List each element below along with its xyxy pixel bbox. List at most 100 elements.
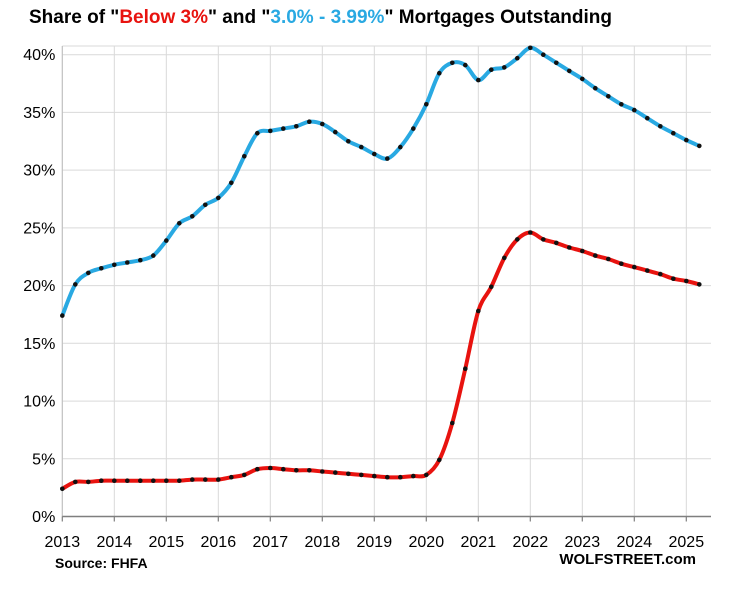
data-point-marker-red <box>541 237 546 242</box>
data-point-marker-blue <box>164 238 169 243</box>
data-point-marker-red <box>86 479 91 485</box>
data-point-marker-blue <box>281 126 286 131</box>
data-point-marker-red <box>333 470 338 475</box>
data-point-marker-blue <box>684 137 689 143</box>
data-point-marker-red <box>580 248 585 254</box>
data-point-marker-red <box>242 472 247 478</box>
y-axis-tick-label: 35% <box>23 105 55 122</box>
chart-title-blue-series-label: 3.0% - 3.99% <box>270 7 385 28</box>
data-point-marker-red <box>203 477 208 482</box>
x-axis-tick-label: 2025 <box>669 534 705 551</box>
data-point-marker-red <box>112 478 117 484</box>
data-point-marker-red <box>619 261 624 267</box>
data-point-marker-red <box>632 264 637 270</box>
data-point-marker-red <box>671 276 676 282</box>
data-point-marker-red <box>216 477 221 482</box>
chart-title: Share of "Below 3%" and "3.0% - 3.99%" M… <box>29 7 612 29</box>
data-point-marker-blue <box>541 52 546 57</box>
x-axis-tick-label: 2017 <box>253 534 289 551</box>
data-point-marker-red <box>138 478 143 484</box>
data-point-marker-blue <box>333 129 338 135</box>
data-point-marker-blue <box>359 144 364 150</box>
y-axis-tick-label: 10% <box>23 394 55 411</box>
data-point-marker-blue <box>385 156 390 161</box>
data-point-marker-red <box>515 237 520 242</box>
data-point-marker-blue <box>151 253 156 258</box>
y-axis-tick-label: 5% <box>32 451 55 468</box>
data-point-marker-red <box>385 474 390 480</box>
x-axis-tick-label: 2019 <box>357 534 393 551</box>
data-point-marker-blue <box>489 67 494 72</box>
data-point-marker-red <box>411 473 416 479</box>
data-point-marker-blue <box>242 154 247 159</box>
data-point-marker-red <box>372 473 377 479</box>
data-point-marker-blue <box>528 45 533 51</box>
data-point-marker-red <box>554 240 559 246</box>
data-point-marker-blue <box>138 257 143 263</box>
data-point-marker-red <box>450 420 455 426</box>
data-point-marker-red <box>476 308 481 314</box>
watermark: WOLFSTREET.com <box>559 551 696 568</box>
data-point-marker-blue <box>450 60 455 66</box>
data-point-marker-red <box>398 474 403 480</box>
data-point-marker-blue <box>645 115 650 121</box>
data-point-marker-blue <box>463 62 468 68</box>
data-point-marker-red <box>593 253 598 258</box>
data-point-marker-blue <box>203 202 208 208</box>
data-point-marker-blue <box>372 151 377 157</box>
y-axis-tick-label: 0% <box>32 509 55 526</box>
data-point-marker-red <box>320 469 325 474</box>
data-point-marker-blue <box>216 195 221 201</box>
data-point-marker-red <box>177 478 182 484</box>
data-point-marker-blue <box>671 130 676 136</box>
y-axis-tick-label: 30% <box>23 163 55 180</box>
chart-title-red-series-label: Below 3% <box>119 7 209 28</box>
y-axis-tick-label: 25% <box>23 220 55 237</box>
data-point-marker-red <box>463 366 468 372</box>
data-point-marker-blue <box>254 130 260 136</box>
data-point-marker-red <box>268 465 273 471</box>
data-point-marker-red <box>164 478 169 484</box>
series-line-blue <box>60 45 701 317</box>
data-point-marker-blue <box>658 124 663 129</box>
data-point-marker-blue <box>619 102 624 107</box>
data-point-marker-blue <box>411 126 416 131</box>
x-axis-tick-label: 2024 <box>617 534 653 551</box>
x-axis-tick-label: 2022 <box>513 534 549 551</box>
data-point-marker-blue <box>112 262 117 268</box>
data-point-marker-blue <box>86 270 91 276</box>
data-point-marker-red <box>567 245 572 250</box>
data-point-marker-blue <box>320 121 325 127</box>
chart-title-part1: Share of " <box>29 7 120 28</box>
data-point-marker-red <box>437 457 442 463</box>
series-line-red <box>61 230 700 491</box>
data-point-marker-blue <box>554 60 559 66</box>
x-axis-tick-label: 2016 <box>201 534 237 551</box>
data-point-marker-blue <box>632 107 637 113</box>
data-point-marker-red <box>684 278 689 284</box>
data-point-marker-blue <box>190 214 195 219</box>
data-point-marker-red <box>645 268 650 273</box>
data-point-marker-red <box>359 472 364 478</box>
data-point-marker-blue <box>229 180 234 186</box>
data-point-marker-blue <box>606 94 611 99</box>
data-point-marker-red <box>489 284 494 290</box>
data-point-marker-red <box>658 271 663 277</box>
data-point-marker-red <box>99 478 104 484</box>
data-point-marker-blue <box>437 70 442 76</box>
data-point-marker-red <box>502 255 507 261</box>
data-point-marker-blue <box>580 76 585 82</box>
data-point-marker-blue <box>476 77 481 83</box>
data-point-marker-blue <box>398 144 403 150</box>
data-point-marker-red <box>346 471 351 477</box>
data-point-marker-blue <box>502 65 507 70</box>
x-axis-tick-label: 2015 <box>149 534 185 551</box>
source-note: Source: FHFA <box>55 555 148 571</box>
data-point-marker-blue <box>515 55 520 61</box>
data-point-marker-blue <box>697 143 702 149</box>
data-point-marker-blue <box>99 266 104 271</box>
y-axis-tick-label: 20% <box>23 278 55 295</box>
data-point-marker-red <box>606 256 611 262</box>
x-axis-tick-label: 2020 <box>409 534 445 551</box>
